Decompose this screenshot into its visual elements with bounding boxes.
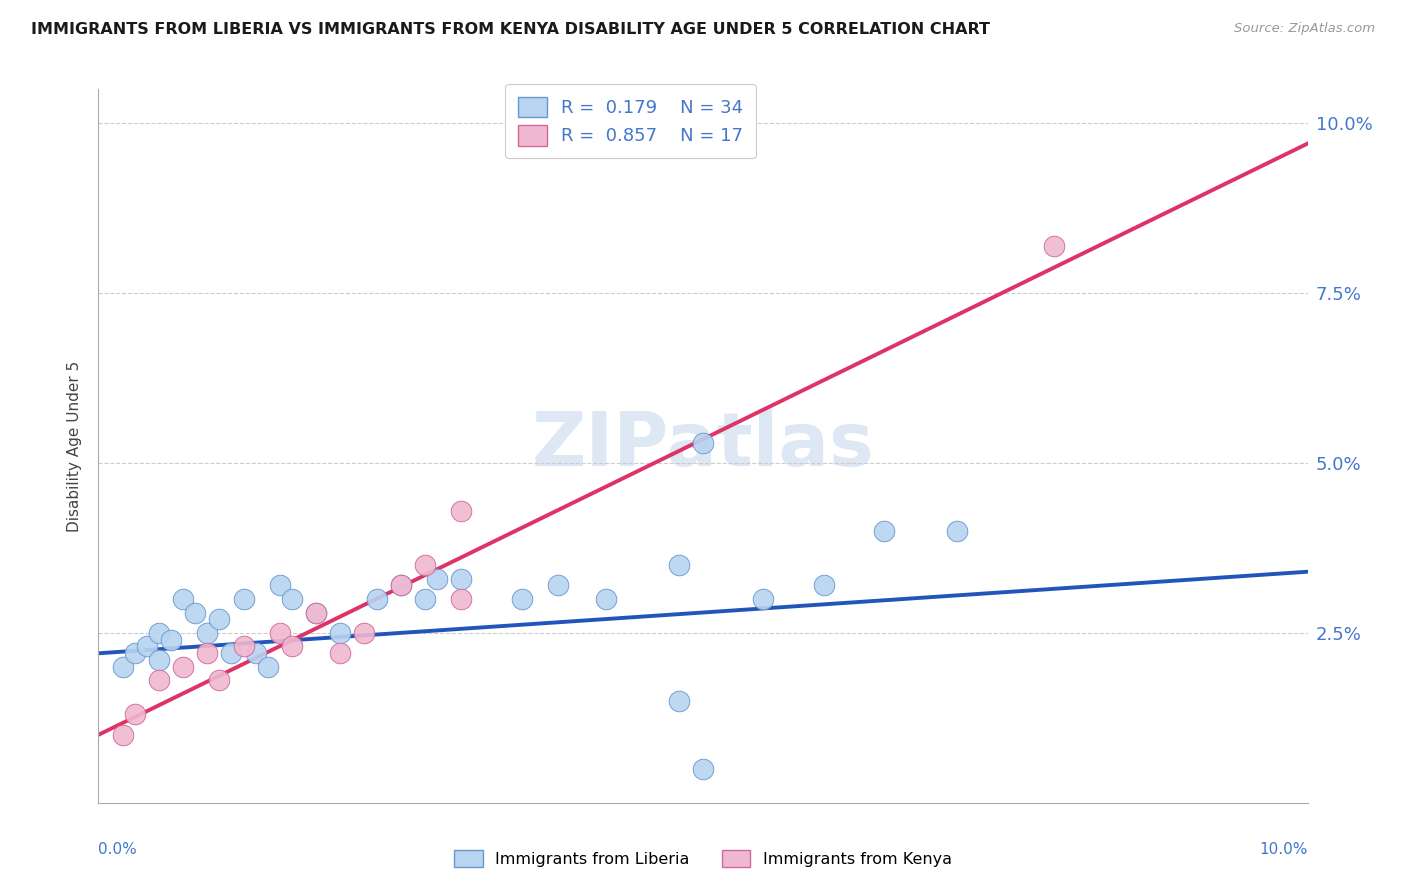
Point: [160, 632, 183, 647]
Point: [208, 673, 231, 688]
Text: ZIPatlas: ZIPatlas: [531, 409, 875, 483]
Legend: R =  0.179    N = 34, R =  0.857    N = 17: R = 0.179 N = 34, R = 0.857 N = 17: [505, 84, 756, 158]
Point: [595, 591, 617, 606]
Point: [366, 591, 388, 606]
Point: [450, 503, 472, 517]
Point: [1042, 238, 1064, 252]
Point: [232, 640, 254, 654]
Point: [245, 646, 267, 660]
Point: [208, 612, 231, 626]
Point: [148, 673, 170, 688]
Point: [668, 694, 690, 708]
Point: [221, 646, 243, 660]
Point: [184, 606, 207, 620]
Point: [752, 591, 775, 606]
Point: [329, 646, 352, 660]
Point: [668, 558, 690, 572]
Point: [389, 578, 412, 592]
Point: [510, 591, 533, 606]
Text: 0.0%: 0.0%: [98, 842, 138, 857]
Point: [281, 591, 304, 606]
Point: [148, 626, 170, 640]
Point: [813, 578, 835, 592]
Point: [172, 660, 194, 674]
Point: [281, 640, 304, 654]
Point: [873, 524, 896, 538]
Point: [111, 660, 134, 674]
Point: [305, 606, 328, 620]
Point: [135, 640, 157, 654]
Point: [195, 626, 218, 640]
Text: Source: ZipAtlas.com: Source: ZipAtlas.com: [1234, 22, 1375, 36]
Point: [232, 591, 254, 606]
Point: [124, 707, 146, 722]
Point: [269, 578, 291, 592]
Point: [413, 591, 436, 606]
Y-axis label: Disability Age Under 5: Disability Age Under 5: [67, 360, 83, 532]
Point: [111, 728, 134, 742]
Point: [946, 524, 969, 538]
Point: [353, 626, 375, 640]
Point: [413, 558, 436, 572]
Point: [148, 653, 170, 667]
Point: [692, 435, 714, 450]
Legend: Immigrants from Liberia, Immigrants from Kenya: Immigrants from Liberia, Immigrants from…: [447, 843, 959, 873]
Point: [450, 572, 472, 586]
Point: [124, 646, 146, 660]
Point: [269, 626, 291, 640]
Point: [426, 572, 449, 586]
Point: [195, 646, 218, 660]
Point: [389, 578, 412, 592]
Point: [172, 591, 194, 606]
Text: 10.0%: 10.0%: [1260, 842, 1308, 857]
Point: [329, 626, 352, 640]
Point: [450, 591, 472, 606]
Point: [692, 762, 714, 776]
Point: [547, 578, 569, 592]
Point: [305, 606, 328, 620]
Point: [256, 660, 278, 674]
Text: IMMIGRANTS FROM LIBERIA VS IMMIGRANTS FROM KENYA DISABILITY AGE UNDER 5 CORRELAT: IMMIGRANTS FROM LIBERIA VS IMMIGRANTS FR…: [31, 22, 990, 37]
